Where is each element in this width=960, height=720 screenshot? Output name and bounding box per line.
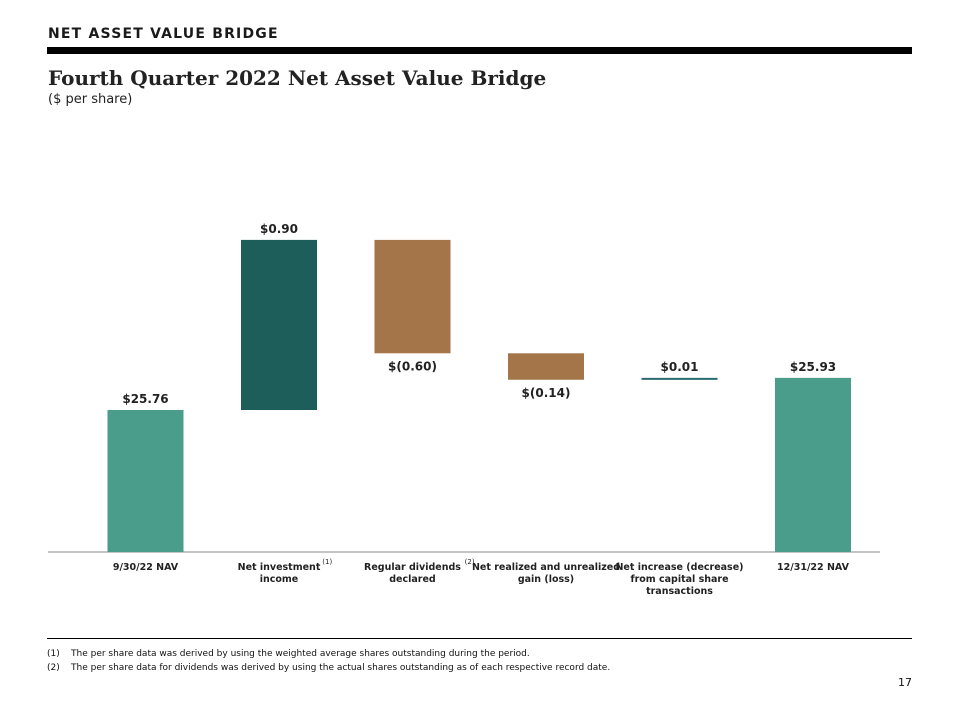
footnote-text: The per share data was derived by using …	[71, 649, 530, 659]
category-label: declared	[389, 574, 435, 585]
category-label: from capital share	[630, 574, 728, 585]
category-label: Net realized and unrealized	[472, 562, 620, 573]
page-title: Fourth Quarter 2022 Net Asset Value Brid…	[48, 66, 547, 90]
category-label: transactions	[646, 586, 713, 597]
footnote-number: (1)	[47, 649, 60, 659]
data-label: $(0.14)	[522, 386, 571, 400]
category-label: 9/30/22 NAV	[113, 562, 179, 573]
category-superscript: (1)	[322, 558, 332, 566]
section-title: NET ASSET VALUE BRIDGE	[48, 26, 279, 42]
category-label: Net investment	[238, 562, 321, 573]
data-label: $25.76	[122, 392, 168, 406]
bar-4	[641, 377, 718, 380]
category-label: income	[260, 574, 299, 585]
category-label: Net increase (decrease)	[615, 562, 743, 573]
bar-2	[374, 239, 451, 354]
data-label: $0.01	[661, 360, 699, 374]
category-superscript: (2)	[465, 558, 475, 566]
top-rule	[47, 47, 912, 54]
footnote-number: (2)	[47, 662, 60, 673]
data-label: $25.93	[790, 360, 836, 374]
data-label: $0.90	[260, 222, 298, 236]
footnote-rule	[47, 638, 912, 639]
page-subtitle: ($ per share)	[48, 92, 133, 107]
page-number: 17	[898, 676, 912, 689]
bar-1	[241, 239, 317, 410]
nav-bridge-chart: $25.76 9/30/22 NAV $0.90 Net investment (1) i…	[48, 222, 880, 597]
data-label: $(0.60)	[388, 359, 437, 373]
footnote-1: (1) The per share data was derived by us…	[47, 648, 610, 662]
bar-5	[775, 377, 851, 552]
footnote-text: The per share data for dividends was der…	[71, 662, 611, 673]
category-label: gain (loss)	[518, 574, 574, 585]
bar-0	[107, 410, 184, 552]
bar-3	[508, 353, 584, 380]
footnote-2: (2) The per share data for dividends was…	[47, 662, 610, 676]
category-label: Regular dividends	[364, 562, 461, 573]
footnotes: (1) The per share data was derived by us…	[47, 648, 610, 675]
category-label: 12/31/22 NAV	[777, 562, 850, 573]
